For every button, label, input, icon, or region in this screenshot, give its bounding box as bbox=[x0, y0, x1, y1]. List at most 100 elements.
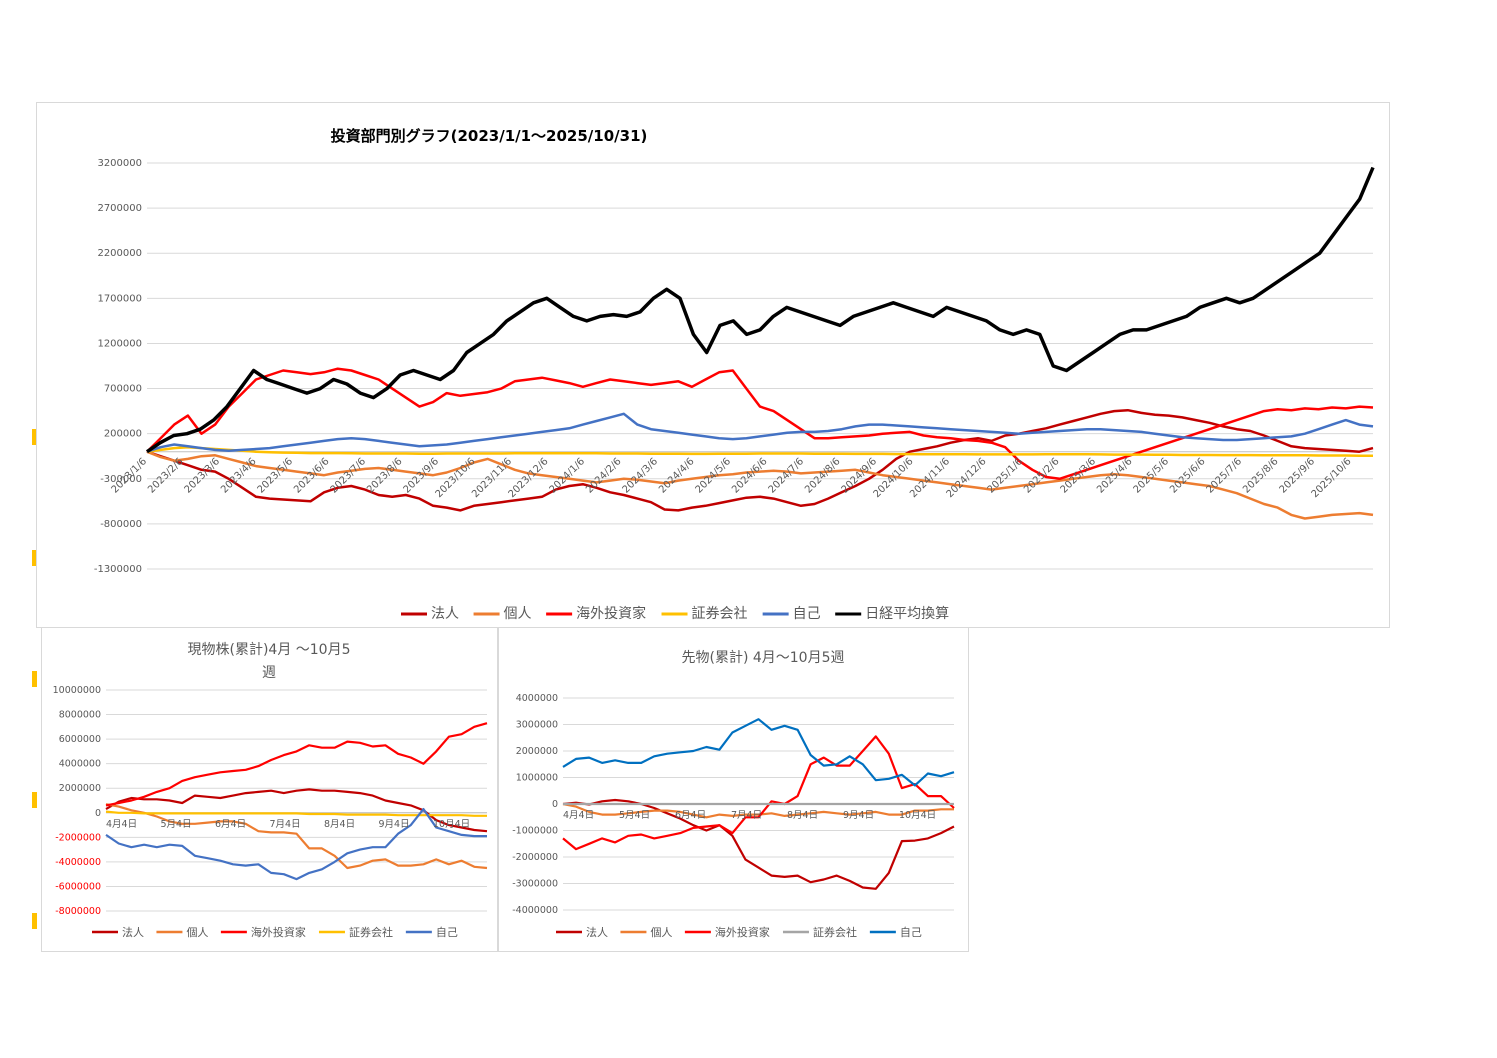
accent-marker bbox=[32, 671, 37, 687]
x-tick-label: 8月4日 bbox=[324, 819, 355, 830]
main-chart: 投資部門別グラフ(2023/1/1～2025/10/31) 3200000 270… bbox=[94, 127, 1375, 622]
y-tick-label: 3000000 bbox=[516, 720, 558, 731]
x-tick-label: 2024/8/6 bbox=[803, 456, 843, 496]
x-tick-label: 10月4日 bbox=[433, 819, 470, 830]
x-tick-label: 7月4日 bbox=[270, 819, 301, 830]
y-tick-label: 0 bbox=[95, 808, 101, 819]
y-tick-label: 200000 bbox=[104, 429, 142, 440]
legend-label: 自己 bbox=[793, 606, 821, 622]
series-line-5 bbox=[562, 718, 955, 787]
y-tick-label: 2700000 bbox=[97, 203, 142, 214]
x-tick-label: 2025/6/6 bbox=[1168, 456, 1208, 496]
x-tick-label: 9月4日 bbox=[379, 819, 410, 830]
legend-label: 法人 bbox=[122, 925, 144, 939]
spot-chart: 現物株(累計)4月 ～10月5 週 10000000 8000000 6000000… bbox=[53, 642, 488, 939]
legend-label: 海外投資家 bbox=[576, 605, 646, 622]
x-tick-label: 6月4日 bbox=[215, 819, 246, 830]
legend-label: 日経平均換算 bbox=[865, 606, 949, 622]
series-line-2 bbox=[146, 450, 1374, 520]
y-tick-label: 8000000 bbox=[59, 710, 101, 721]
main-chart-title: 投資部門別グラフ(2023/1/1～2025/10/31) bbox=[331, 127, 648, 145]
accent-marker bbox=[32, 550, 37, 566]
futures-chart-title: 先物(累計) 4月～10月5週 bbox=[681, 650, 844, 666]
y-tick-label: 1200000 bbox=[97, 338, 142, 349]
series-line-2 bbox=[105, 803, 488, 870]
y-tick-label: -2000000 bbox=[512, 852, 558, 863]
series-line-3 bbox=[105, 722, 488, 807]
futures-chart-panel: 先物(累計) 4月～10月5週 4000000 3000000 2000000 100… bbox=[498, 627, 969, 952]
series-line-4 bbox=[146, 445, 1373, 457]
x-tick-label: 8月4日 bbox=[787, 810, 818, 821]
legend-label: 個人 bbox=[186, 926, 208, 939]
accent-marker bbox=[32, 792, 37, 808]
main-chart-panel: 投資部門別グラフ(2023/1/1～2025/10/31) 3200000 270… bbox=[36, 102, 1390, 628]
spot-chart-panel: 現物株(累計)4月 ～10月5 週 10000000 8000000 6000000… bbox=[41, 627, 498, 952]
y-tick-label: -4000000 bbox=[512, 905, 558, 916]
y-tick-label: -4000000 bbox=[55, 857, 101, 868]
y-tick-label: 2000000 bbox=[516, 746, 558, 757]
y-tick-label: 2200000 bbox=[97, 248, 142, 259]
y-tick-label: 10000000 bbox=[53, 685, 101, 696]
y-tick-label: -2000000 bbox=[55, 832, 101, 843]
y-tick-label: -3000000 bbox=[512, 879, 558, 890]
spot-chart-title-line2: 週 bbox=[262, 665, 276, 681]
y-tick-label: 700000 bbox=[104, 384, 142, 395]
x-tick-label: 6月4日 bbox=[675, 810, 706, 821]
legend-label: 海外投資家 bbox=[715, 925, 770, 939]
y-tick-label: -1000000 bbox=[512, 826, 558, 837]
futures-chart: 先物(累計) 4月～10月5週 4000000 3000000 2000000 100… bbox=[512, 650, 955, 939]
x-tick-label: 2023/2/6 bbox=[146, 456, 186, 496]
x-tick-label: 2024/3/6 bbox=[621, 456, 661, 496]
series-line-2 bbox=[562, 802, 954, 819]
legend-label: 海外投資家 bbox=[251, 925, 306, 939]
series-line-4 bbox=[105, 810, 487, 817]
accent-marker bbox=[32, 913, 37, 929]
x-tick-label: 2023/12/6 bbox=[507, 456, 551, 500]
x-tick-label: 2025/2/6 bbox=[1022, 456, 1062, 496]
x-tick-label: 4月4日 bbox=[106, 819, 137, 830]
x-tick-label: 2025/1/6 bbox=[986, 456, 1026, 496]
x-tick-label: 2024/6/6 bbox=[730, 456, 770, 496]
series-line-1 bbox=[146, 408, 1374, 512]
y-tick-label: 2000000 bbox=[59, 783, 101, 794]
x-tick-label: 10月4日 bbox=[899, 810, 936, 821]
x-tick-label: 5月4日 bbox=[619, 810, 650, 821]
series-line-1 bbox=[562, 798, 955, 890]
y-tick-label: 3200000 bbox=[97, 158, 142, 169]
x-tick-label: 2023/3/6 bbox=[183, 456, 223, 496]
legend-label: 個人 bbox=[650, 926, 672, 939]
x-tick-label: 5月4日 bbox=[161, 819, 192, 830]
x-tick-label: 2024/12/6 bbox=[945, 456, 989, 500]
y-tick-label: -1300000 bbox=[94, 564, 142, 575]
y-tick-label: 6000000 bbox=[59, 734, 101, 745]
x-tick-label: 2023/8/6 bbox=[365, 456, 405, 496]
series-line-6 bbox=[146, 166, 1375, 454]
series-line-3 bbox=[562, 735, 955, 851]
legend-label: 自己 bbox=[900, 926, 922, 939]
y-tick-label: -300000 bbox=[100, 474, 142, 485]
y-tick-label: 4000000 bbox=[59, 759, 101, 770]
series-line-5 bbox=[105, 808, 487, 881]
legend-label: 法人 bbox=[586, 925, 608, 939]
legend-label: 証券会社 bbox=[813, 925, 857, 939]
x-tick-label: 2025/8/6 bbox=[1241, 456, 1281, 496]
legend-label: 証券会社 bbox=[692, 606, 748, 622]
y-tick-label: 0 bbox=[552, 799, 558, 810]
x-tick-label: 2025/10/6 bbox=[1310, 456, 1354, 500]
accent-marker bbox=[32, 429, 37, 445]
legend-label: 証券会社 bbox=[349, 925, 393, 939]
legend-label: 法人 bbox=[431, 606, 459, 622]
y-tick-label: -800000 bbox=[100, 519, 142, 530]
x-tick-label: 9月4日 bbox=[843, 810, 874, 821]
series-line-5 bbox=[146, 412, 1374, 453]
legend-label: 自己 bbox=[436, 926, 458, 939]
y-tick-label: 1000000 bbox=[516, 773, 558, 784]
x-tick-label: 2024/4/6 bbox=[657, 456, 697, 496]
series-line-3 bbox=[146, 367, 1374, 481]
x-tick-label: 4月4日 bbox=[563, 810, 594, 821]
x-tick-label: 2023/5/6 bbox=[256, 456, 296, 496]
x-tick-label: 7月4日 bbox=[731, 810, 762, 821]
legend-label: 個人 bbox=[504, 606, 532, 622]
x-tick-label: 2024/7/6 bbox=[767, 456, 807, 496]
y-tick-label: -8000000 bbox=[55, 906, 101, 917]
